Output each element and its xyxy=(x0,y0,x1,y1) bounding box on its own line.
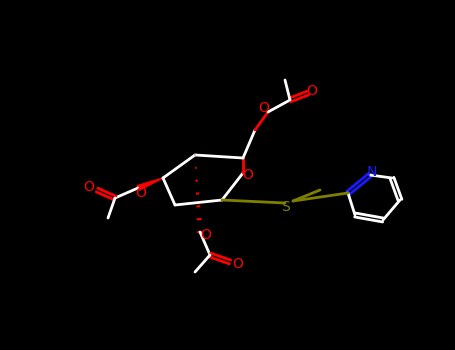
Text: O: O xyxy=(258,101,269,115)
Text: O: O xyxy=(307,84,318,98)
Text: S: S xyxy=(282,200,290,214)
Text: O: O xyxy=(243,168,253,182)
Text: O: O xyxy=(233,257,243,271)
Text: N: N xyxy=(367,165,377,179)
Text: O: O xyxy=(201,228,212,242)
Text: O: O xyxy=(84,180,95,194)
Text: O: O xyxy=(136,186,147,200)
Polygon shape xyxy=(137,178,163,190)
